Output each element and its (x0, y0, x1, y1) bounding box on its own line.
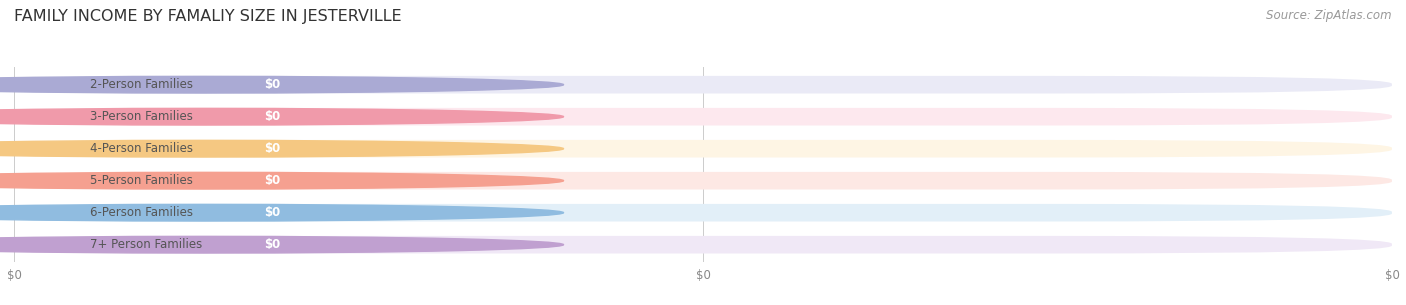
Circle shape (0, 204, 564, 221)
FancyBboxPatch shape (14, 108, 1392, 125)
FancyBboxPatch shape (79, 142, 467, 156)
FancyBboxPatch shape (79, 77, 467, 92)
Text: 7+ Person Families: 7+ Person Families (90, 238, 202, 251)
FancyBboxPatch shape (79, 174, 467, 188)
Text: $0: $0 (264, 78, 281, 91)
FancyBboxPatch shape (14, 140, 1392, 157)
Circle shape (0, 172, 564, 189)
Circle shape (0, 236, 564, 253)
Circle shape (0, 108, 564, 125)
Text: $0: $0 (264, 174, 281, 187)
Text: $0: $0 (264, 206, 281, 219)
Circle shape (0, 76, 564, 93)
FancyBboxPatch shape (14, 236, 1392, 253)
Text: $0: $0 (264, 238, 281, 251)
Circle shape (0, 140, 564, 157)
Text: Source: ZipAtlas.com: Source: ZipAtlas.com (1267, 9, 1392, 22)
FancyBboxPatch shape (14, 76, 1392, 94)
Text: $0: $0 (264, 110, 281, 123)
FancyBboxPatch shape (79, 109, 467, 124)
Text: FAMILY INCOME BY FAMALIY SIZE IN JESTERVILLE: FAMILY INCOME BY FAMALIY SIZE IN JESTERV… (14, 9, 402, 24)
FancyBboxPatch shape (14, 204, 1392, 221)
Text: 4-Person Families: 4-Person Families (90, 142, 193, 155)
Text: 2-Person Families: 2-Person Families (90, 78, 193, 91)
Text: $0: $0 (264, 142, 281, 155)
Text: 5-Person Families: 5-Person Families (90, 174, 193, 187)
FancyBboxPatch shape (14, 172, 1392, 189)
Text: 3-Person Families: 3-Person Families (90, 110, 193, 123)
FancyBboxPatch shape (79, 238, 467, 252)
Text: 6-Person Families: 6-Person Families (90, 206, 193, 219)
FancyBboxPatch shape (79, 206, 467, 220)
